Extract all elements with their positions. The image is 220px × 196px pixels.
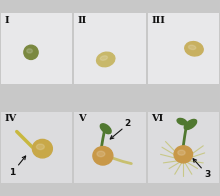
Text: III: III <box>151 16 165 25</box>
Ellipse shape <box>189 45 196 50</box>
Ellipse shape <box>97 151 105 157</box>
Ellipse shape <box>24 45 38 59</box>
Ellipse shape <box>177 118 187 125</box>
Text: IV: IV <box>5 114 17 123</box>
Ellipse shape <box>185 42 203 56</box>
Text: II: II <box>78 16 87 25</box>
Ellipse shape <box>184 119 197 130</box>
Text: I: I <box>5 16 9 25</box>
Ellipse shape <box>178 150 185 155</box>
Ellipse shape <box>100 124 111 134</box>
Text: VI: VI <box>151 114 163 123</box>
Ellipse shape <box>32 139 52 158</box>
Ellipse shape <box>27 49 32 53</box>
Text: 3: 3 <box>204 170 211 179</box>
Ellipse shape <box>174 146 192 163</box>
Text: V: V <box>78 114 86 123</box>
Text: 1: 1 <box>9 168 16 177</box>
Ellipse shape <box>93 147 113 165</box>
Ellipse shape <box>97 52 115 67</box>
Ellipse shape <box>100 56 108 60</box>
Ellipse shape <box>36 144 44 150</box>
Text: 2: 2 <box>125 119 131 128</box>
